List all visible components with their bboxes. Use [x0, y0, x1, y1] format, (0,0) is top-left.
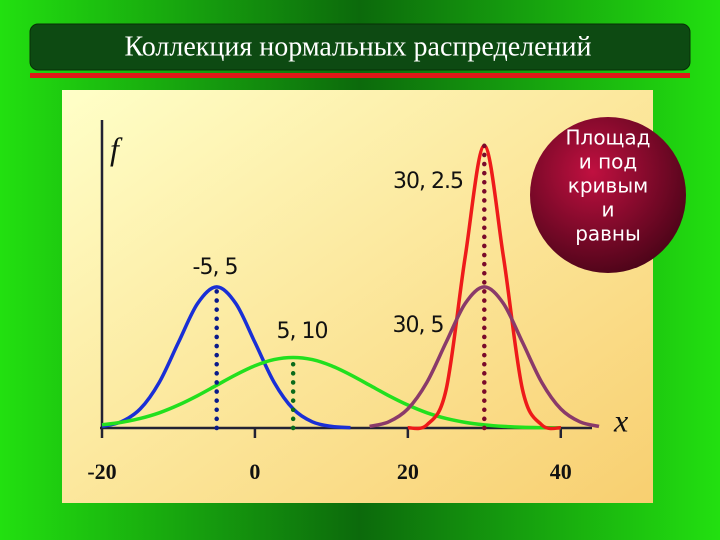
x-tick-label: -20 [87, 459, 116, 484]
callout-circle [530, 117, 686, 273]
callout-line: равны [575, 222, 641, 246]
series-label: -5, 5 [193, 255, 238, 280]
series-label: 30, 5 [393, 313, 444, 338]
title-bar [29, 23, 691, 71]
x-tick-label: 0 [249, 459, 260, 484]
x-axis-label: x [613, 402, 628, 438]
callout-line: Площад [566, 126, 651, 150]
plot: -20 0 20 40 -5, 5 5, 10 30, 2.5 30, 5 [87, 143, 600, 484]
x-tick-label: 20 [397, 459, 419, 484]
chart-title: Коллекция нормальных распределений [125, 31, 592, 62]
callout-line: кривым [568, 174, 648, 198]
series-line [101, 355, 561, 430]
series-line [101, 285, 351, 430]
callout-line: и [602, 198, 615, 222]
title-underline [30, 73, 690, 78]
callout-line: и под [579, 150, 638, 174]
series-label: 30, 2.5 [393, 169, 463, 194]
series-label: 5, 10 [277, 319, 328, 344]
x-tick-label: 40 [550, 459, 572, 484]
series-line [369, 285, 600, 429]
